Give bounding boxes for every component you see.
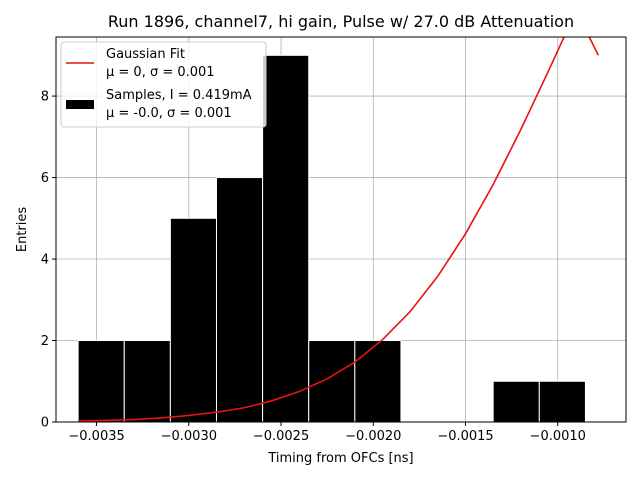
histogram-bars <box>77 54 586 423</box>
chart-title: Run 1896, channel7, hi gain, Pulse w/ 27… <box>108 12 574 31</box>
x-tick-label: −0.0030 <box>161 429 217 444</box>
histogram-bar <box>354 340 402 423</box>
histogram-bar <box>123 340 171 423</box>
x-axis-label: Timing from OFCs [ns] <box>267 451 413 466</box>
x-tick-label: −0.0035 <box>68 429 124 444</box>
histogram-bar <box>77 340 125 423</box>
gaussian-fit-curve <box>78 37 600 422</box>
histogram-bar <box>492 380 540 423</box>
legend-hist-swatch <box>66 100 94 109</box>
y-axis-label: Entries <box>15 207 30 253</box>
y-tick-label: 4 <box>41 253 49 268</box>
histogram-bar <box>308 340 356 423</box>
x-tick-label: −0.0020 <box>345 429 401 444</box>
y-tick-label: 2 <box>41 334 49 349</box>
legend-fit-stats: μ = 0, σ = 0.001 <box>106 65 215 80</box>
legend-box <box>60 41 267 128</box>
plot-frame <box>55 36 627 423</box>
legend: Gaussian Fit μ = 0, σ = 0.001 Samples, I… <box>60 41 267 128</box>
x-tick-label: −0.0010 <box>530 429 586 444</box>
axis-ticks: −0.0035 −0.0030 −0.0025 −0.0020 −0.0015 −0.00… <box>41 90 586 444</box>
y-tick-label: 8 <box>41 90 49 105</box>
histogram-bar <box>538 380 586 423</box>
x-tick-label: −0.0015 <box>437 429 493 444</box>
legend-hist-stats: μ = -0.0, σ = 0.001 <box>106 106 232 121</box>
histogram-bar <box>169 217 217 423</box>
y-tick-label: 0 <box>41 416 49 431</box>
fit-curve-layer <box>78 37 600 422</box>
histogram-bar <box>262 54 310 423</box>
x-tick-label: −0.0025 <box>253 429 309 444</box>
legend-fit-name: Gaussian Fit <box>106 47 185 62</box>
y-tick-label: 6 <box>41 171 49 186</box>
histogram-bar <box>215 177 264 423</box>
legend-hist-name: Samples, I = 0.419mA <box>106 88 252 103</box>
